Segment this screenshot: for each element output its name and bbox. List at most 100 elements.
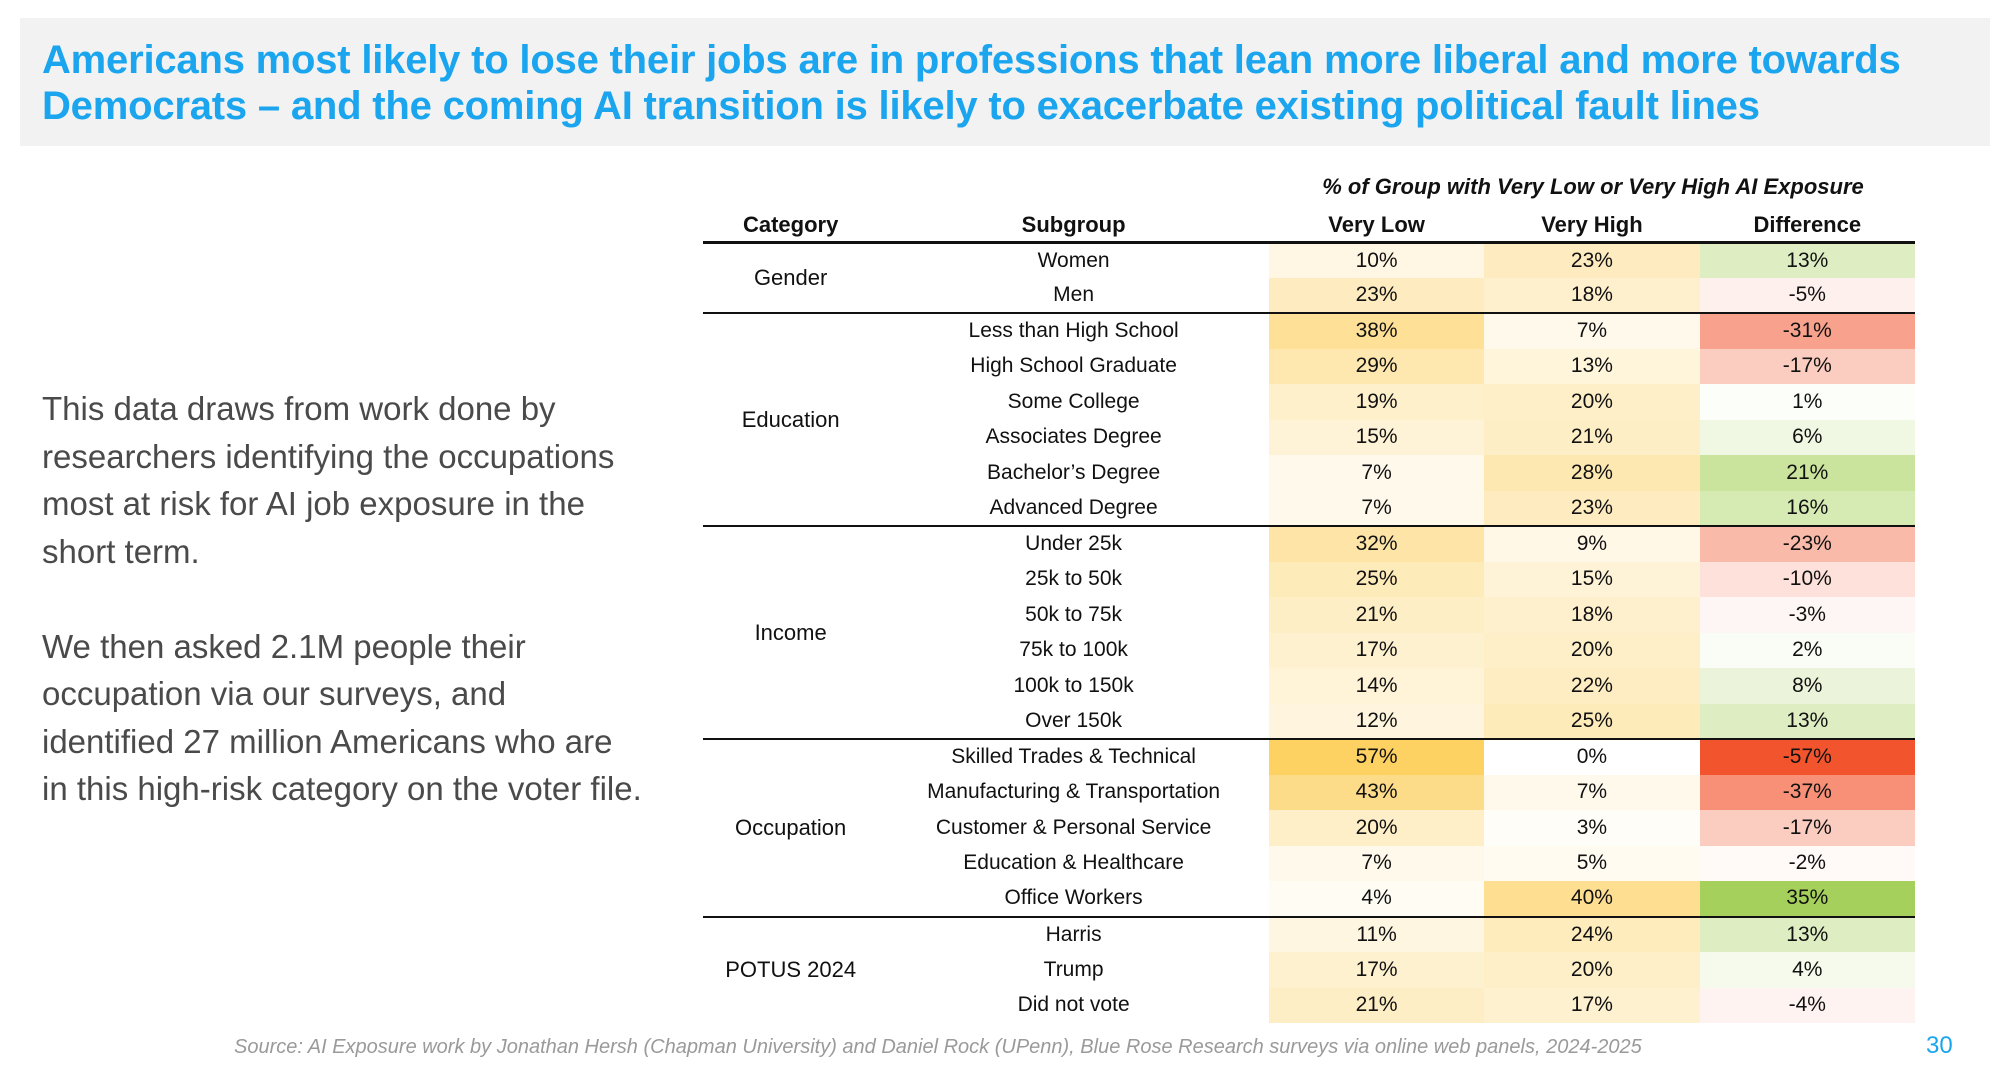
very-high-cell: 22%	[1484, 668, 1700, 704]
very-low-cell: 19%	[1268, 384, 1485, 420]
table-header-row: Category Subgroup Very Low Very High Dif…	[703, 210, 1915, 244]
table-row: High School Graduate 29% 13% -17%	[703, 348, 1915, 384]
table-row: Education & Healthcare 7% 5% -2%	[703, 845, 1915, 881]
difference-cell: -10%	[1699, 561, 1915, 597]
very-low-cell: 10%	[1268, 242, 1485, 278]
subgroup-cell: Over 150k	[878, 703, 1269, 740]
difference-cell: -23%	[1699, 526, 1915, 562]
table-row: Occupation Skilled Trades & Technical 57% 0…	[703, 739, 1915, 918]
description-text: This data draws from work done by resear…	[42, 385, 642, 860]
very-low-cell: 4%	[1268, 881, 1485, 918]
header-very-low: Very Low	[1268, 210, 1485, 244]
subgroup-cell: Women	[1037, 248, 1110, 272]
very-high-cell: 28%	[1484, 455, 1700, 491]
very-high-cell: 24%	[1484, 916, 1700, 952]
table-row: Bachelor’s Degree 7% 28% 21%	[703, 455, 1915, 491]
slide-title-line-2: Democrats – and the coming AI transition…	[42, 84, 1760, 128]
table-super-header: % of Group with Very Low or Very High AI…	[1322, 174, 1864, 199]
subgroup-cell: Education & Healthcare	[963, 851, 1184, 875]
subgroup-cell: Skilled Trades & Technical	[951, 745, 1196, 769]
very-high-cell: 18%	[1484, 597, 1700, 633]
very-low-cell: 12%	[1268, 703, 1485, 740]
table-row: Did not vote 21% 17% -4%	[703, 987, 1915, 1023]
header-difference: Difference	[1699, 210, 1915, 244]
subgroup-cell: Customer & Personal Service	[935, 815, 1212, 839]
subgroup-cell: Bachelor’s Degree	[987, 460, 1161, 484]
very-high-cell: 7%	[1484, 774, 1700, 810]
subgroup-cell: Advanced Degree	[878, 490, 1269, 527]
very-high-cell: 9%	[1484, 526, 1700, 562]
table-row: Trump 17% 20% 4%	[703, 952, 1915, 988]
subgroup-cell: Associates Degree	[985, 425, 1162, 449]
very-low-cell: 15%	[1268, 419, 1485, 455]
very-low-cell: 7%	[1268, 845, 1485, 881]
very-low-cell: 29%	[1268, 348, 1485, 384]
table-row: 25k to 50k 25% 15% -10%	[703, 561, 1915, 597]
slide-title-line-1: Americans most likely to lose their jobs…	[42, 38, 1901, 82]
category-cell: Occupation	[703, 739, 879, 918]
difference-cell: 35%	[1699, 881, 1915, 918]
subgroup-cell: 100k to 150k	[1013, 673, 1134, 697]
difference-cell: -17%	[1699, 810, 1915, 846]
difference-cell: 2%	[1699, 632, 1915, 668]
header-very-high: Very High	[1484, 210, 1700, 244]
very-high-cell: 18%	[1484, 277, 1700, 314]
difference-cell: 4%	[1699, 952, 1915, 988]
table-row: Customer & Personal Service 20% 3% -17%	[703, 810, 1915, 846]
subgroup-cell: Harris	[1045, 922, 1102, 946]
very-high-cell: 5%	[1484, 845, 1700, 881]
table-row: Some College 19% 20% 1%	[703, 384, 1915, 420]
table-row: POTUS 2024 Harris 11% 24% 13%	[703, 916, 1915, 982]
very-high-cell: 25%	[1484, 703, 1700, 740]
subgroup-cell: 50k to 75k	[1025, 602, 1123, 626]
difference-cell: -31%	[1699, 313, 1915, 349]
very-high-cell: 20%	[1484, 632, 1700, 668]
subgroup-cell: Office Workers	[878, 881, 1269, 918]
table-body: Gender Women 10% 23% 13% Men 23% 18% -5% Educatio…	[703, 242, 1915, 1023]
table-row: Gender Women 10% 23% 13%	[703, 242, 1915, 314]
difference-cell: 13%	[1699, 916, 1915, 952]
very-low-cell: 14%	[1268, 668, 1485, 704]
subgroup-cell: Some College	[1007, 389, 1140, 413]
very-low-cell: 20%	[1268, 810, 1485, 846]
header-category: Category	[703, 210, 879, 244]
very-high-cell: 23%	[1484, 490, 1700, 527]
difference-cell: -37%	[1699, 774, 1915, 810]
difference-cell: 21%	[1699, 455, 1915, 491]
subgroup-cell: Men	[878, 277, 1269, 314]
very-low-cell: 7%	[1268, 455, 1485, 491]
difference-cell: 8%	[1699, 668, 1915, 704]
very-low-cell: 7%	[1268, 490, 1485, 527]
title-bar: Americans most likely to lose their jobs…	[20, 18, 1990, 146]
category-cell: Gender	[703, 242, 879, 314]
very-high-cell: 3%	[1484, 810, 1700, 846]
description-paragraph-1: This data draws from work done by resear…	[42, 390, 615, 570]
subgroup-cell: Under 25k	[1025, 532, 1123, 556]
difference-cell: 6%	[1699, 419, 1915, 455]
subgroup-cell: Did not vote	[1017, 993, 1130, 1017]
very-low-cell: 17%	[1268, 952, 1485, 988]
source-note: Source: AI Exposure work by Jonathan Her…	[234, 1036, 1642, 1058]
very-high-cell: 0%	[1484, 739, 1700, 775]
very-low-cell: 21%	[1268, 987, 1485, 1023]
table-row: 50k to 75k 21% 18% -3%	[703, 597, 1915, 633]
very-high-cell: 40%	[1484, 881, 1700, 918]
difference-cell: -3%	[1699, 597, 1915, 633]
very-low-cell: 17%	[1268, 632, 1485, 668]
difference-cell: -5%	[1699, 277, 1915, 314]
category-cell: POTUS 2024	[725, 957, 857, 983]
table-row: 75k to 100k 17% 20% 2%	[703, 632, 1915, 668]
very-high-cell: 13%	[1484, 348, 1700, 384]
page-number: 30	[1926, 1032, 1953, 1059]
table-row: Men 23% 18% -5%	[703, 277, 1915, 314]
difference-cell: 16%	[1699, 490, 1915, 527]
very-low-cell: 25%	[1268, 561, 1485, 597]
subgroup-cell: Trump	[1043, 957, 1104, 981]
description-paragraph-2: We then asked 2.1M people their occupati…	[42, 627, 642, 808]
very-low-cell: 43%	[1268, 774, 1485, 810]
subgroup-cell: Less than High School	[968, 319, 1179, 343]
very-high-cell: 20%	[1484, 384, 1700, 420]
very-high-cell: 17%	[1484, 987, 1700, 1023]
very-high-cell: 21%	[1484, 419, 1700, 455]
subgroup-cell: 75k to 100k	[1019, 638, 1128, 662]
